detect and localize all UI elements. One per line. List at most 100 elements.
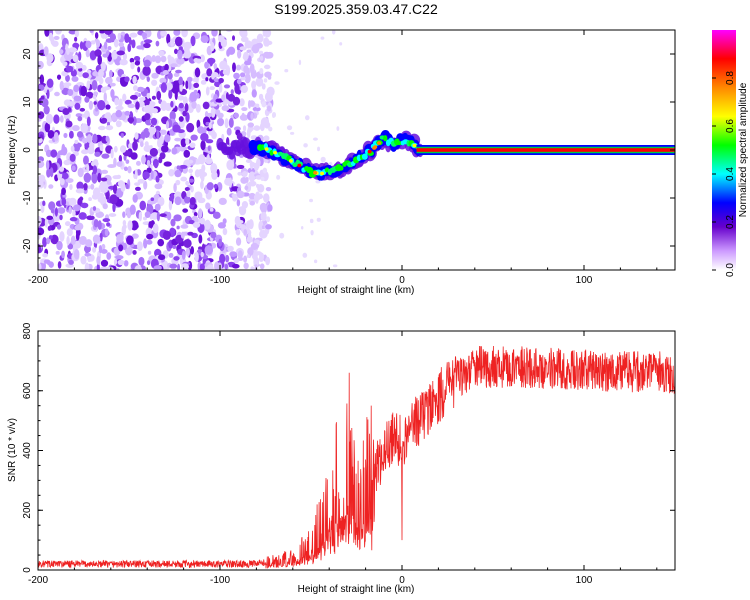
noise-blob <box>213 78 220 83</box>
noise-blob <box>78 67 83 72</box>
noise-blob <box>201 243 206 255</box>
noise-blob <box>106 180 112 185</box>
noise-blob <box>39 74 45 85</box>
noise-blob <box>78 235 87 246</box>
noise-blob <box>66 228 73 237</box>
noise-blob <box>186 76 193 83</box>
noise-blob <box>236 199 241 207</box>
noise-blob <box>73 84 80 93</box>
noise-blob <box>83 155 89 166</box>
noise-blob <box>115 105 124 111</box>
noise-blob <box>102 86 111 91</box>
noise-blob <box>100 61 106 71</box>
noise-blob <box>156 90 162 101</box>
noise-blob <box>48 184 54 189</box>
noise-blob <box>136 86 145 93</box>
y-tick-label: 200 <box>22 501 33 518</box>
noise-blob <box>82 72 89 79</box>
noise-blob <box>151 79 158 86</box>
noise-blob <box>200 132 209 142</box>
noise-blob <box>49 167 54 178</box>
noise-blob <box>84 96 90 103</box>
noise-blob <box>233 126 241 132</box>
noise-blob <box>57 150 66 156</box>
noise-blob <box>192 77 199 82</box>
noise-blob <box>102 203 108 210</box>
noise-blob <box>124 99 132 105</box>
x-tick-label: 0 <box>399 275 405 286</box>
x-tick-label: -200 <box>28 575 48 586</box>
noise-blob <box>174 30 179 35</box>
noise-blob <box>97 100 106 111</box>
noise-blob <box>173 183 177 193</box>
noise-blob <box>81 149 89 155</box>
noise-blob <box>186 159 194 164</box>
noise-blob <box>134 182 141 186</box>
noise-blob <box>237 250 243 260</box>
y-axis-label-top: Frequency (Hz) <box>7 116 18 185</box>
noise-blob <box>206 112 213 117</box>
noise-blob <box>267 204 273 212</box>
x-tick-label: 0 <box>399 575 405 586</box>
noise-blob <box>184 187 190 192</box>
noise-blob <box>90 183 95 190</box>
noise-blob <box>248 171 256 182</box>
noise-blob <box>117 32 121 40</box>
noise-blob <box>259 55 264 61</box>
noise-blob <box>289 131 295 135</box>
noise-blob <box>113 145 118 153</box>
noise-blob <box>103 92 107 102</box>
noise-blob <box>194 169 201 178</box>
noise-blob <box>48 235 53 240</box>
noise-blob <box>200 180 204 190</box>
noise-blob <box>97 212 105 218</box>
noise-blob <box>120 132 125 138</box>
noise-blob <box>164 63 169 71</box>
noise-blob <box>225 137 230 146</box>
noise-blob <box>230 89 234 95</box>
noise-blob <box>56 224 62 230</box>
noise-blob <box>78 71 83 78</box>
noise-blob <box>132 193 138 203</box>
noise-blob <box>125 159 130 164</box>
noise-blob <box>240 72 246 78</box>
noise-blob <box>113 259 118 265</box>
noise-blob <box>61 197 67 206</box>
noise-blob <box>72 209 76 218</box>
noise-blob <box>38 111 45 119</box>
noise-blob <box>204 245 214 255</box>
noise-blob <box>169 110 176 121</box>
noise-blob <box>172 124 181 133</box>
noise-blob <box>232 195 237 202</box>
noise-blob <box>38 227 45 236</box>
noise-blob <box>173 72 180 78</box>
noise-blob <box>151 95 156 100</box>
noise-blob <box>72 204 81 212</box>
noise-blob <box>260 211 267 222</box>
noise-blob <box>46 261 53 266</box>
noise-blob <box>231 193 237 198</box>
noise-blob <box>190 246 195 255</box>
noise-blob <box>234 215 241 226</box>
noise-blob <box>189 91 198 103</box>
noise-blob <box>141 32 148 38</box>
noise-blob <box>177 263 181 270</box>
noise-blob <box>180 138 187 148</box>
noise-blob <box>61 250 65 259</box>
noise-blob <box>116 174 121 179</box>
noise-blob <box>78 212 87 220</box>
noise-blob <box>164 134 171 143</box>
noise-blob <box>69 153 76 162</box>
noise-blob <box>132 140 138 151</box>
noise-blob <box>44 30 50 37</box>
noise-blob <box>176 57 185 65</box>
noise-blob <box>122 93 127 102</box>
noise-blob <box>115 109 123 118</box>
noise-blob <box>188 219 195 225</box>
noise-blob <box>268 126 273 132</box>
noise-blob <box>205 157 213 165</box>
noise-blob <box>59 178 65 186</box>
x-tick-label: -100 <box>210 575 230 586</box>
noise-blob <box>116 50 125 56</box>
